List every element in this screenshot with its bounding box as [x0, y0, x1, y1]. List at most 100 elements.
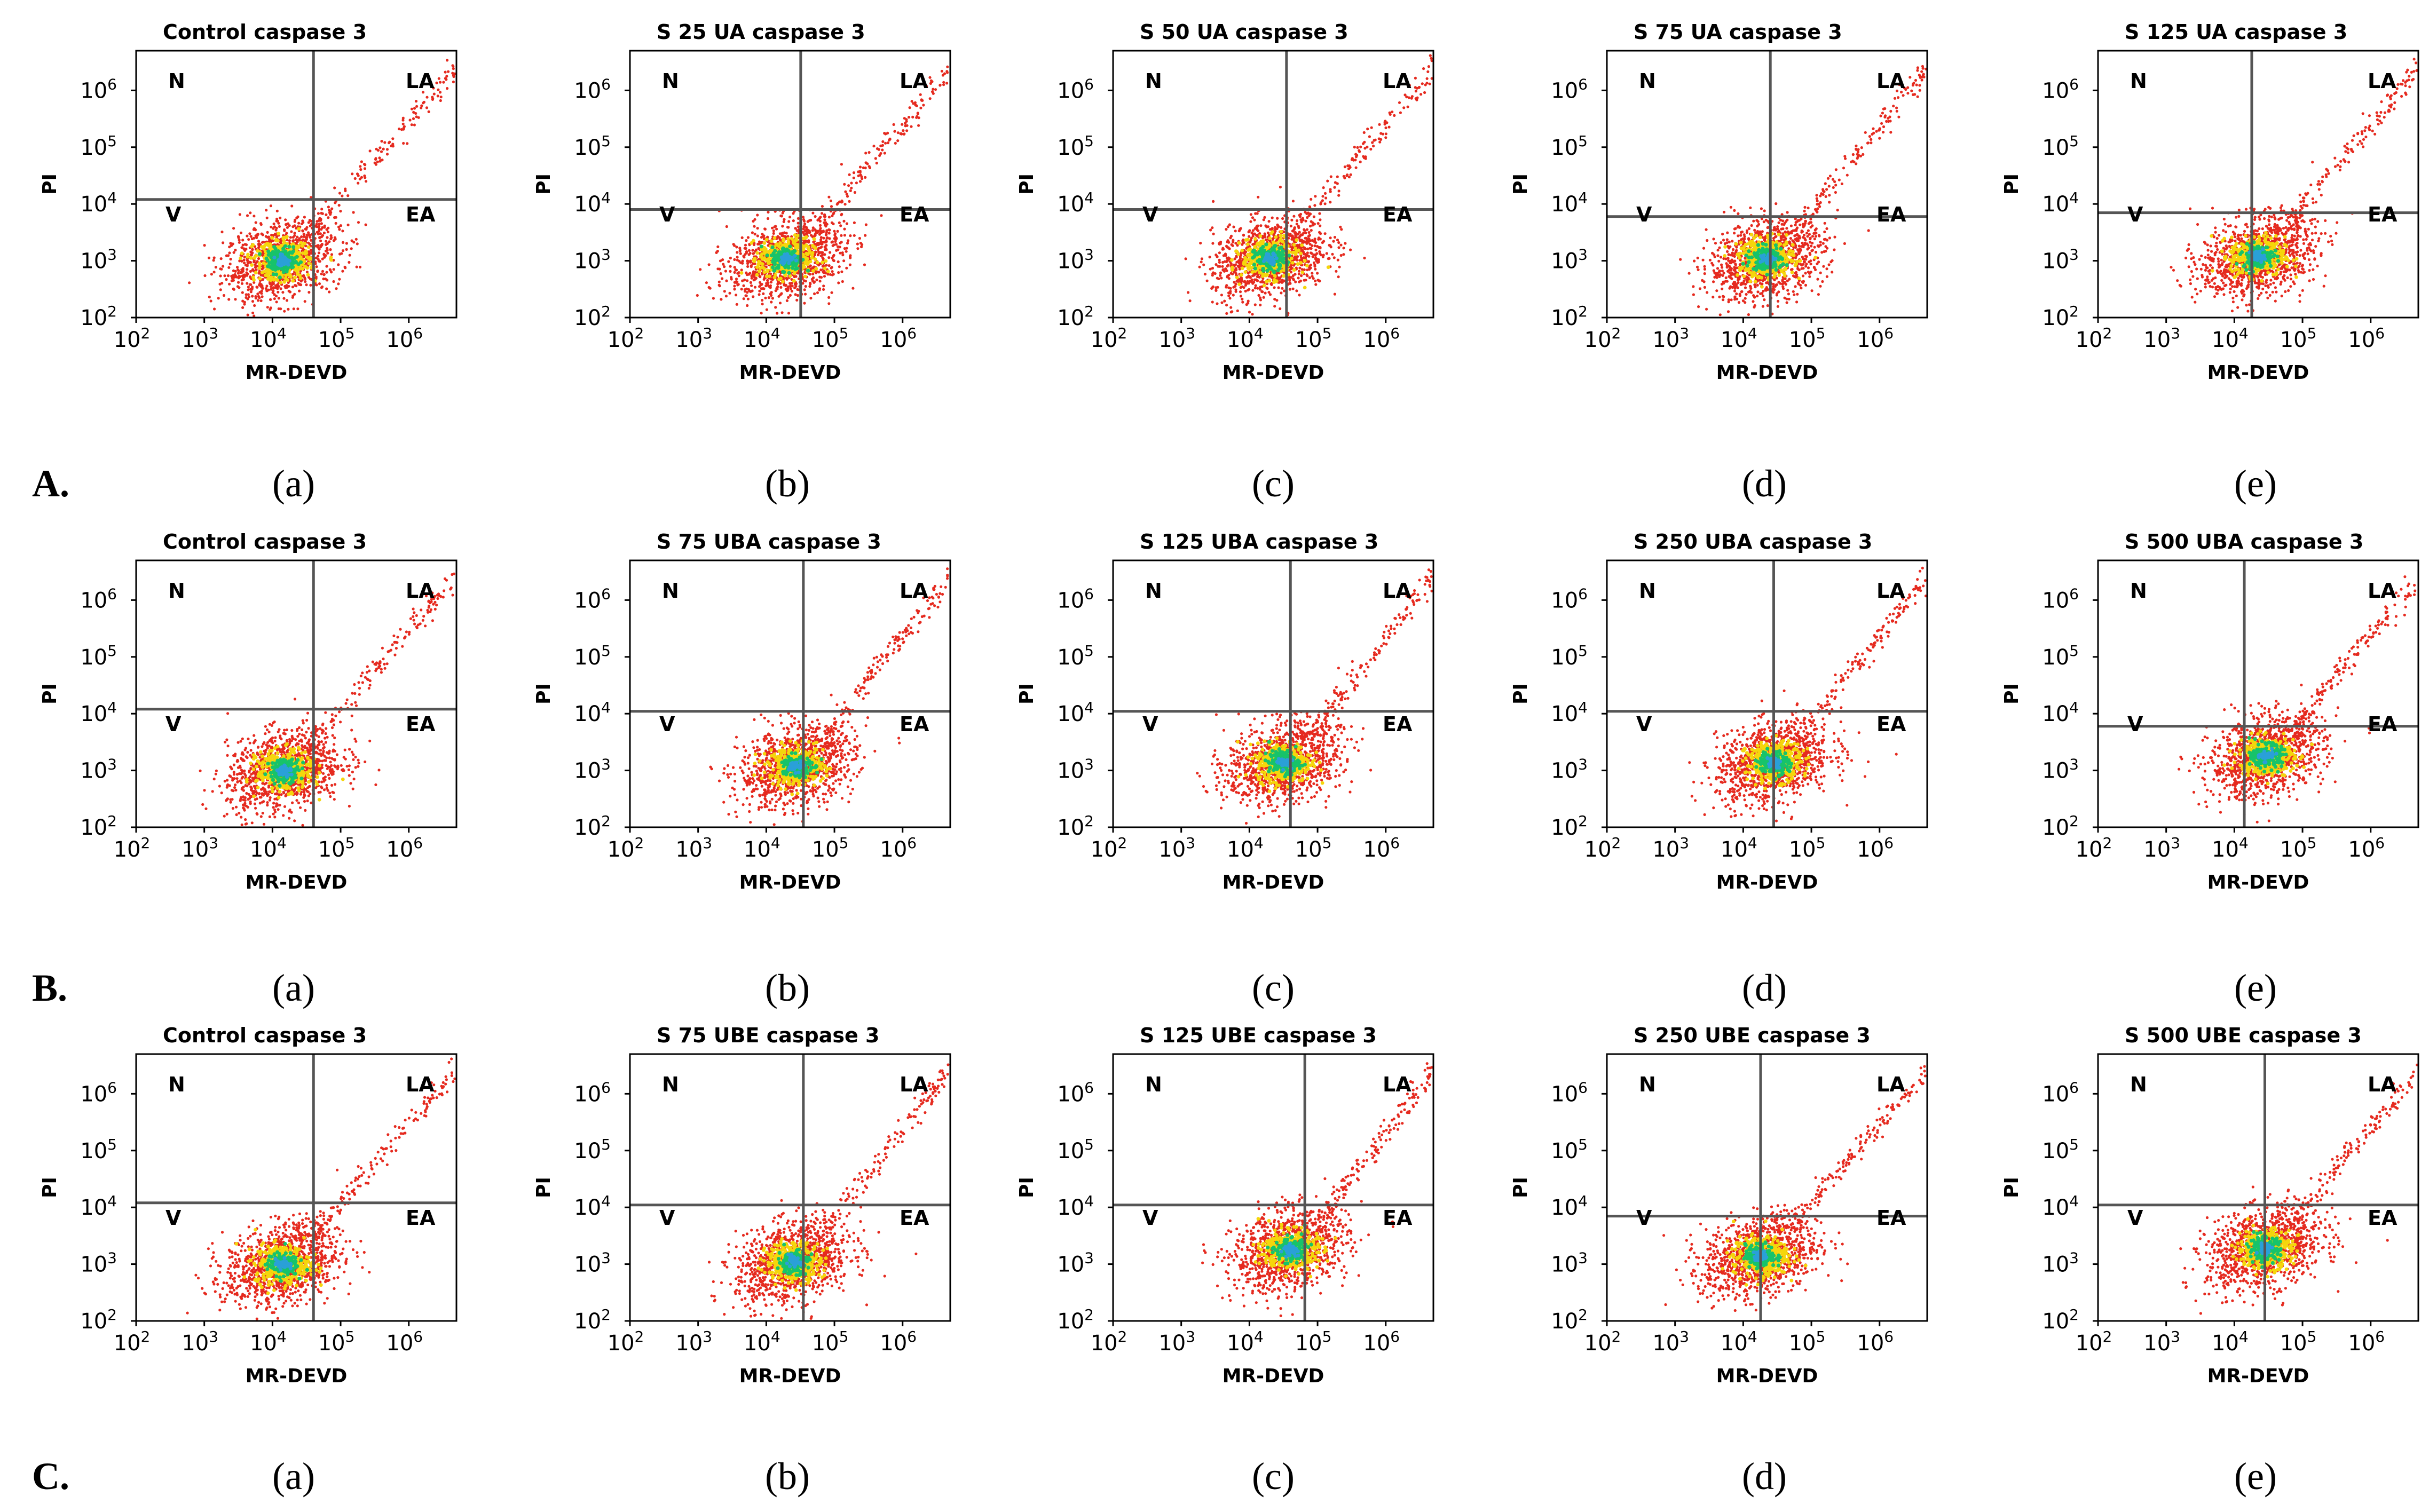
- scatter-point: [233, 288, 235, 291]
- scatter-point: [807, 241, 810, 243]
- scatter-point: [318, 236, 321, 239]
- scatter-point: [346, 194, 349, 197]
- scatter-point: [755, 249, 758, 251]
- scatter-point: [270, 204, 272, 207]
- scatter-point: [345, 242, 348, 244]
- scatter-point: [735, 278, 738, 280]
- scatter-point: [789, 294, 792, 297]
- scatter-point: [802, 218, 805, 221]
- scatter-point: [437, 94, 439, 97]
- scatter-point: [251, 248, 254, 251]
- scatter-point: [305, 238, 308, 241]
- scatter-point: [245, 271, 248, 274]
- scatter-point: [281, 247, 285, 250]
- scatter-point: [705, 281, 708, 284]
- scatter-point: [327, 231, 329, 233]
- scatter-point: [271, 250, 274, 254]
- scatter-point: [219, 274, 222, 277]
- scatter-point: [819, 268, 822, 271]
- scatter-point: [296, 216, 299, 218]
- scatter-point: [309, 284, 312, 287]
- scatter-point: [803, 302, 806, 305]
- scatter-point: [275, 295, 278, 297]
- scatter-point: [740, 268, 743, 271]
- flow-cytometry-panel: S 25 UA caspase 3N LAV EA102 103 104 105 10610…: [533, 20, 950, 505]
- scatter-point: [330, 253, 333, 256]
- scatter-point: [330, 234, 333, 237]
- scatter-point: [808, 229, 811, 232]
- scatter-point: [741, 236, 744, 239]
- scatter-point: [812, 266, 815, 269]
- scatter-point: [325, 265, 328, 267]
- scatter-point: [894, 142, 897, 145]
- scatter-point: [220, 231, 223, 233]
- scatter-point: [928, 76, 931, 79]
- scatter-point: [920, 98, 923, 101]
- scatter-point: [354, 177, 357, 180]
- scatter-point: [241, 279, 243, 281]
- scatter-point: [247, 286, 250, 288]
- scatter-point: [321, 270, 324, 273]
- scatter-point: [306, 273, 310, 277]
- scatter-point: [743, 279, 746, 281]
- scatter-point: [716, 246, 719, 248]
- scatter-point: [280, 267, 283, 271]
- scatter-point: [337, 282, 340, 285]
- scatter-point: [365, 224, 367, 226]
- scatter-point: [212, 259, 215, 262]
- scatter-point: [716, 250, 719, 252]
- scatter-point: [222, 241, 224, 244]
- scatter-point: [803, 233, 806, 236]
- scatter-point: [748, 249, 751, 252]
- scatter-point: [743, 297, 745, 300]
- scatter-point: [739, 252, 742, 255]
- scatter-point: [729, 270, 731, 273]
- x-tick-label: 105: [318, 324, 355, 352]
- scatter-point: [329, 258, 333, 262]
- scatter-point: [761, 303, 764, 305]
- scatter-point: [725, 280, 728, 282]
- scatter-point: [262, 241, 264, 243]
- scatter-point: [268, 239, 271, 241]
- scatter-point: [294, 219, 296, 221]
- scatter-point: [771, 227, 774, 229]
- scatter-point: [766, 282, 769, 285]
- scatter-point: [732, 243, 735, 246]
- scatter-point: [790, 287, 792, 290]
- scatter-point: [814, 215, 817, 218]
- scatter-point: [235, 275, 238, 278]
- scatter-point: [819, 280, 822, 282]
- scatter-point: [747, 298, 750, 300]
- scatter-point: [230, 275, 233, 278]
- scatter-point: [853, 171, 855, 174]
- scatter-point: [756, 227, 759, 229]
- scatter-point: [276, 287, 279, 290]
- scatter-point: [249, 283, 251, 286]
- scatter-point: [258, 266, 262, 270]
- scatter-point: [833, 254, 835, 257]
- scatter-point: [803, 288, 806, 291]
- x-axis-label: MR-DEVD: [246, 362, 348, 384]
- scatter-point: [832, 223, 834, 225]
- scatter-point: [433, 93, 436, 96]
- scatter-point: [328, 209, 330, 211]
- scatter-point: [219, 288, 222, 291]
- scatter-point: [299, 260, 303, 264]
- scatter-point: [746, 304, 748, 307]
- scatter-point: [241, 239, 244, 241]
- scatter-point: [943, 72, 946, 75]
- scatter-point: [761, 299, 763, 302]
- scatter-point: [296, 236, 298, 239]
- scatter-point: [840, 234, 842, 237]
- scatter-point: [827, 196, 830, 199]
- scatter-point: [864, 176, 866, 179]
- scatter-point: [253, 215, 255, 217]
- scatter-point: [792, 219, 795, 222]
- scatter-point: [237, 272, 240, 274]
- scatter-point: [223, 294, 225, 297]
- scatter-point: [279, 217, 281, 219]
- scatter-point: [272, 223, 275, 225]
- scatter-point: [257, 299, 259, 302]
- scatter-point: [856, 243, 859, 246]
